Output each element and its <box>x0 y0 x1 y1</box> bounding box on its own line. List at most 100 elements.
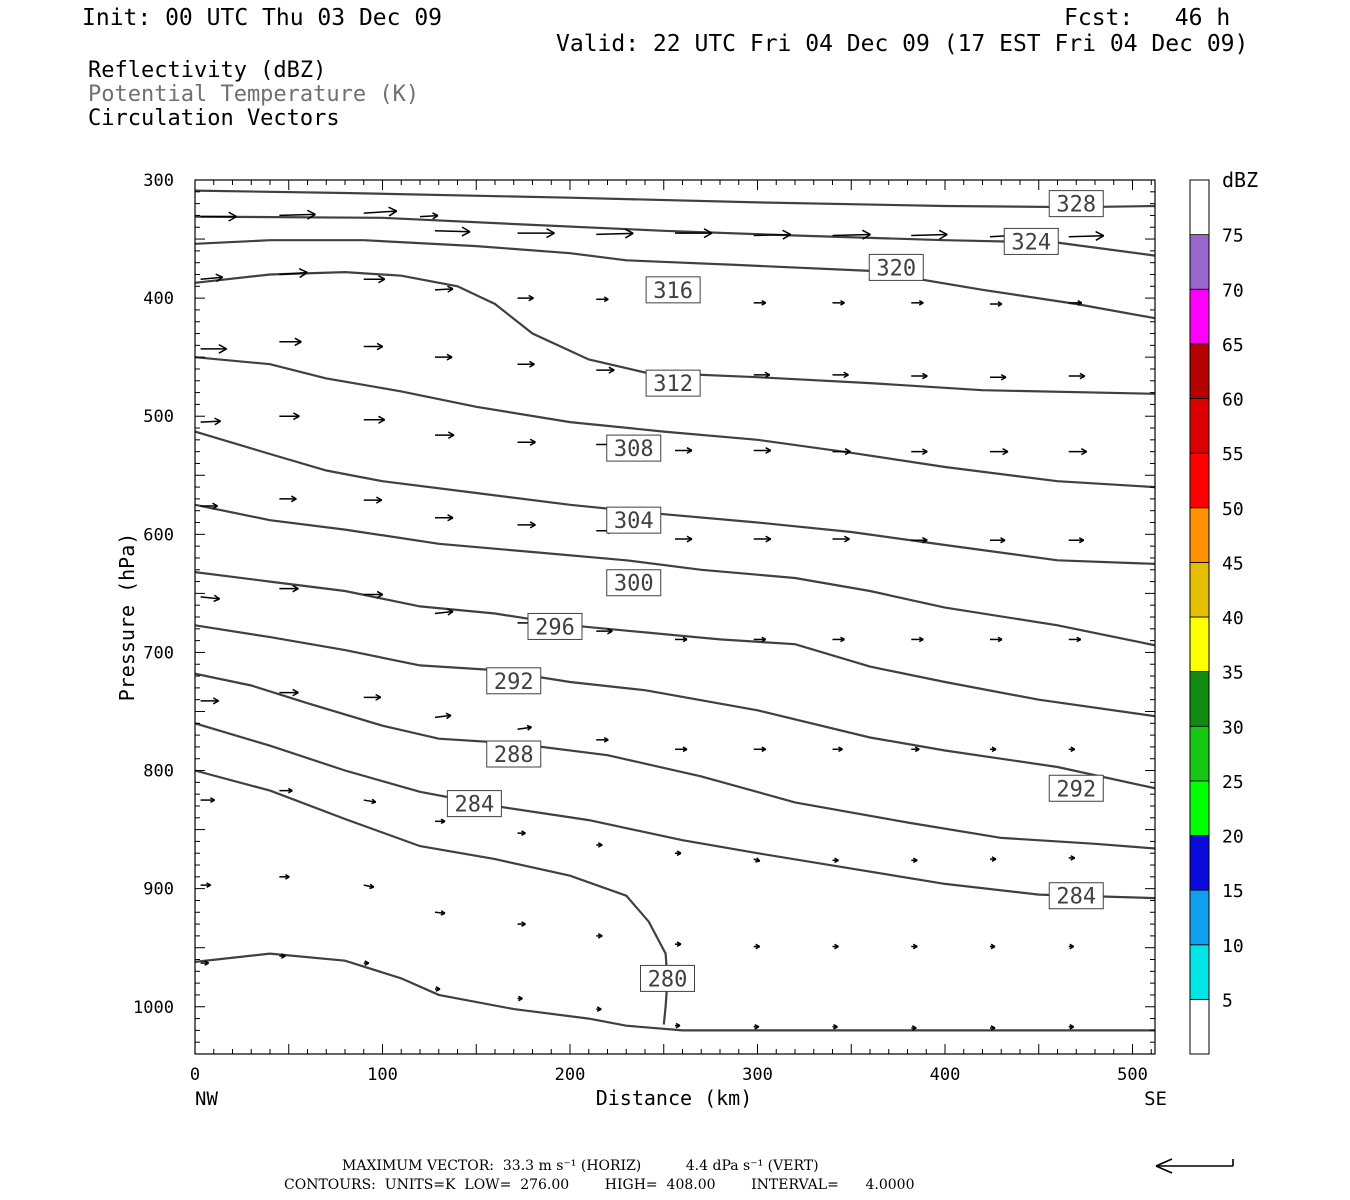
circulation-vector <box>753 299 767 306</box>
circulation-vector <box>435 431 455 439</box>
circulation-vector <box>279 337 302 347</box>
colorbar-segment <box>1189 561 1210 618</box>
circulation-vector <box>363 496 383 504</box>
circulation-vector <box>435 986 441 992</box>
circulation-vector <box>911 448 928 455</box>
circulation-vector <box>911 536 928 544</box>
circulation-vector <box>434 226 471 237</box>
y-tick-label: 600 <box>143 525 174 545</box>
circulation-vector <box>200 417 222 426</box>
colorbar-tick-label: 70 <box>1222 280 1244 301</box>
circulation-vector <box>435 818 446 825</box>
circulation-vector <box>200 797 215 804</box>
circulation-vector <box>990 856 997 862</box>
y-tick-label: 1000 <box>133 998 174 1018</box>
circulation-vector <box>753 447 772 454</box>
forecast-hour: Fcst: 46 h <box>1064 5 1231 31</box>
x-axis-label: Distance (km) <box>596 1086 753 1110</box>
contour-label-text: 292 <box>1056 777 1096 802</box>
circulation-vector <box>1068 1023 1075 1030</box>
circulation-vector <box>200 594 221 603</box>
contour-label-text: 296 <box>535 615 575 640</box>
contour-label: 284 <box>1048 882 1104 910</box>
colorbar-tick-label: 55 <box>1222 444 1244 465</box>
y-tick-label: 900 <box>143 880 174 900</box>
circulation-vector <box>279 953 286 959</box>
contour-info: CONTOURS: UNITS=K LOW= 276.00 HIGH= 408.… <box>284 1177 915 1193</box>
circulation-vector <box>200 697 219 705</box>
x-tick-labels: 0 100 200 300 400 500 <box>190 1065 1148 1085</box>
circulation-vector <box>279 873 290 880</box>
colorbar-tick-label: 10 <box>1222 936 1244 957</box>
circulation-vector <box>200 343 227 354</box>
circulation-vector <box>200 273 224 283</box>
colorbar-tick-label: 75 <box>1222 226 1244 247</box>
circulation-vector <box>200 502 218 510</box>
contour-label-text: 300 <box>614 572 654 597</box>
x-end-label-right: SE <box>1144 1088 1167 1110</box>
y-axis-label: Pressure (hPa) <box>115 533 139 702</box>
circulation-vector <box>675 535 693 543</box>
circulation-vector <box>517 724 532 731</box>
circulation-vector <box>990 448 1009 456</box>
contour-label-text: 308 <box>614 437 654 462</box>
circulation-vector <box>675 228 713 239</box>
circulation-vector <box>753 943 761 950</box>
x-tick-label: 0 <box>190 1065 200 1085</box>
circulation-vector <box>832 636 845 643</box>
circulation-vector <box>363 960 370 966</box>
contour-label: 308 <box>606 434 662 462</box>
circulation-vector <box>279 688 299 697</box>
theta-contour-304-6 <box>195 503 1155 647</box>
theta-contour-296-8 <box>195 624 1155 790</box>
theta-contour-284-11 <box>195 769 669 1025</box>
axis-ticks <box>194 179 1155 1055</box>
circulation-vector <box>675 941 682 948</box>
theta-contour-300-7 <box>195 571 1155 718</box>
circulation-vector <box>1068 855 1076 861</box>
circulation-vector <box>753 1023 760 1030</box>
variable-reflectivity: Reflectivity (dBZ) <box>88 58 327 83</box>
circulation-vector <box>363 693 382 701</box>
circulation-vector <box>434 608 454 616</box>
theta-contour-280-12 <box>195 952 1155 1032</box>
circulation-vector <box>279 267 308 279</box>
theta-contour-312-4 <box>195 356 1155 489</box>
circulation-vector <box>753 229 792 240</box>
circulation-vector <box>753 371 771 379</box>
variable-potential-temperature: Potential Temperature (K) <box>88 82 420 107</box>
colorbar-segment <box>1189 343 1210 399</box>
x-end-label-left: NW <box>195 1088 218 1110</box>
valid-time: Valid: 22 UTC Fri 04 Dec 09 (17 EST Fri … <box>556 31 1249 57</box>
circulation-vector <box>911 636 924 643</box>
circulation-vector <box>832 299 845 306</box>
circulation-vector <box>596 627 613 635</box>
circulation-vector <box>596 296 609 303</box>
circulation-vectors <box>200 206 1105 1031</box>
colorbar-tick-label: 60 <box>1222 390 1244 411</box>
theta-contour-316-3 <box>195 270 1155 395</box>
x-tick-label: 300 <box>742 1065 773 1085</box>
circulation-vector <box>1068 746 1076 753</box>
y-tick-label: 800 <box>143 762 174 782</box>
colorbar-tick-label: 30 <box>1222 717 1244 738</box>
circulation-vector <box>832 371 849 379</box>
circulation-vector <box>363 206 398 217</box>
circulation-vector <box>832 943 839 950</box>
circulation-vector <box>363 342 384 351</box>
y-tick-label: 700 <box>143 643 174 663</box>
colorbar-segment <box>1189 944 1210 1000</box>
circulation-vector <box>990 373 1007 381</box>
theta-contours <box>195 189 1155 1032</box>
theta-contour-292-9 <box>195 672 1155 850</box>
circulation-vector <box>1068 943 1075 950</box>
circulation-vector <box>200 882 211 888</box>
max-vector-note: MAXIMUM VECTOR: 33.3 m s⁻¹ (HORIZ) 4.4 d… <box>342 1158 819 1174</box>
circulation-vector <box>990 943 996 950</box>
circulation-vector <box>363 798 377 805</box>
circulation-vector <box>675 636 688 643</box>
circulation-vector <box>279 209 316 220</box>
circulation-vector <box>279 787 293 794</box>
y-tick-label: 300 <box>143 171 174 191</box>
